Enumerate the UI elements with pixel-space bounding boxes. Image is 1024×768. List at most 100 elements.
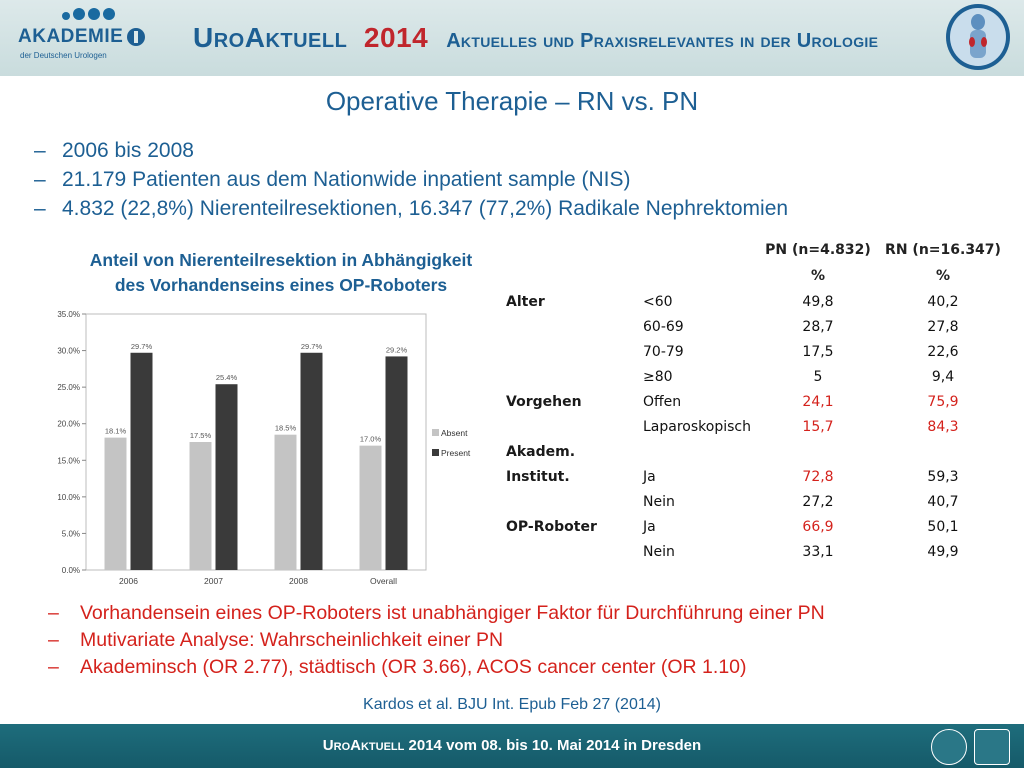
y-tick-label: 30.0% xyxy=(57,347,80,356)
list-item: – Akademinsch (OR 2.77), städtisch (OR 3.… xyxy=(48,656,747,678)
tagline: Aktuelles und Praxisrelevantes in der Ur… xyxy=(446,30,879,52)
row-subcategory: 70-79 xyxy=(643,344,684,360)
row-category: Akadem. xyxy=(506,444,576,460)
akademie-logo[interactable]: AKADEMIE der Deutschen Urologen xyxy=(18,6,146,66)
cell-pn: 28,7 xyxy=(802,319,834,335)
row-subcategory: Nein xyxy=(643,544,675,560)
cell-pn: 33,1 xyxy=(802,544,834,560)
row-subcategory: Ja xyxy=(643,519,656,535)
study-bullets: –2006 bis 2008 –21.179 Patienten aus dem… xyxy=(34,136,788,223)
col-unit-rn: % xyxy=(935,268,951,284)
row-subcategory: ≥80 xyxy=(643,369,673,385)
cell-rn: 40,2 xyxy=(927,294,959,310)
chart-svg: 0.0% 5.0% 10.0% 15.0% 20.0% 25.0% 30.0% 35.0% 18… xyxy=(57,310,471,586)
data-label: 17.0% xyxy=(360,435,382,444)
row-subcategory: Offen xyxy=(643,394,682,410)
emblem-icon xyxy=(974,729,1010,765)
row-category: Vorgehen xyxy=(506,394,582,410)
cell-pn: 24,1 xyxy=(802,394,834,410)
row-category: Institut. xyxy=(506,469,570,485)
x-tick-label: Overall xyxy=(370,576,397,586)
row-subcategory: Nein xyxy=(643,494,675,510)
plot-area xyxy=(85,313,427,571)
bar-absent xyxy=(189,442,212,570)
bar-absent xyxy=(104,437,127,570)
legend-swatch xyxy=(432,449,439,456)
findings-list: – Vorhandensein eines OP-Roboters ist una… xyxy=(48,600,825,681)
y-tick-label: 25.0% xyxy=(57,383,80,392)
logo-emblem-icon xyxy=(127,28,146,46)
cell-pn: 72,8 xyxy=(802,469,834,485)
col-header-rn: RN (n=16.347) xyxy=(885,242,1001,258)
legend-swatch xyxy=(432,429,439,436)
y-tick-label: 35.0% xyxy=(57,310,80,319)
header-banner: AKADEMIE der Deutschen Urologen UroAktue… xyxy=(0,0,1024,76)
citation: Kardos et al. BJU Int. Epub Feb 27 (2014… xyxy=(363,696,661,713)
list-item: – Vorhandensein eines OP-Roboters ist una… xyxy=(48,602,825,624)
cell-pn: 66,9 xyxy=(802,519,834,535)
row-subcategory: Laparoskopisch xyxy=(643,419,751,435)
row-subcategory: <60 xyxy=(643,294,673,310)
footer-bar: UroAktuell 2014 vom 08. bis 10. Mai 2014… xyxy=(0,724,1024,768)
bar-present xyxy=(130,352,153,570)
footer-text: UroAktuell 2014 vom 08. bis 10. Mai 2014… xyxy=(322,737,702,754)
legend-label: Absent xyxy=(441,428,468,438)
row-subcategory: 60-69 xyxy=(643,319,684,335)
cell-rn: 22,6 xyxy=(927,344,959,360)
cell-pn: 15,7 xyxy=(802,419,834,435)
x-tick-label: 2008 xyxy=(289,576,308,586)
cell-rn: 27,8 xyxy=(927,319,959,335)
cell-pn: 27,2 xyxy=(802,494,834,510)
cell-pn: 49,8 xyxy=(802,294,834,310)
anatomy-icon xyxy=(946,4,1010,70)
legend-label: Present xyxy=(441,448,471,458)
row-category: OP-Roboter xyxy=(506,519,597,535)
row-category: Alter xyxy=(506,294,545,310)
cell-rn: 59,3 xyxy=(927,469,959,485)
list-item: –21.179 Patienten aus dem Nationwide inp… xyxy=(34,168,631,191)
row-subcategory: Ja xyxy=(643,469,656,485)
data-label: 25.4% xyxy=(216,373,238,382)
y-tick-label: 15.0% xyxy=(57,456,80,465)
bar-chart: 0.0% 5.0% 10.0% 15.0% 20.0% 25.0% 30.0% 35.0% 18… xyxy=(36,303,479,592)
data-label: 18.1% xyxy=(105,427,127,436)
cell-rn: 40,7 xyxy=(927,494,959,510)
cell-rn: 9,4 xyxy=(931,369,955,385)
list-item: –4.832 (22,8%) Nierenteilresektionen, 16… xyxy=(34,197,789,220)
col-header-pn: PN (n=4.832) xyxy=(765,242,871,258)
logo-dots-icon xyxy=(62,8,115,20)
bar-present xyxy=(300,352,323,570)
cell-rn: 49,9 xyxy=(927,544,959,560)
data-label: 17.5% xyxy=(190,431,212,440)
cell-rn: 75,9 xyxy=(927,394,959,410)
bar-present xyxy=(215,384,238,570)
y-tick-label: 10.0% xyxy=(57,493,80,502)
list-item: –2006 bis 2008 xyxy=(34,139,194,162)
y-tick-label: 0.0% xyxy=(62,566,80,575)
bar-absent xyxy=(359,445,382,570)
data-label: 18.5% xyxy=(275,424,297,433)
bar-present xyxy=(385,356,408,570)
list-item: – Mutivariate Analyse: Wahrscheinlichkeit… xyxy=(48,629,504,651)
seal-icon xyxy=(931,729,967,765)
data-label: 29.7% xyxy=(301,342,323,351)
logo-subtitle: der Deutschen Urologen xyxy=(20,51,107,60)
x-tick-label: 2007 xyxy=(204,576,223,586)
chart-title: Anteil von Nierenteilresektion in Abhäng… xyxy=(89,250,473,295)
bar-absent xyxy=(274,434,297,570)
cell-pn: 17,5 xyxy=(802,344,834,360)
x-tick-label: 2006 xyxy=(119,576,138,586)
col-unit-pn: % xyxy=(810,268,826,284)
brand-name: UroAktuell 2014 xyxy=(193,22,429,53)
page-title: Operative Therapie – RN vs. PN xyxy=(325,86,699,116)
cell-pn: 5 xyxy=(813,369,823,385)
brand-year: 2014 xyxy=(363,22,429,53)
logo-name: AKADEMIE xyxy=(18,26,124,47)
y-tick-label: 5.0% xyxy=(62,529,80,538)
data-label: 29.7% xyxy=(131,342,153,351)
y-tick-label: 20.0% xyxy=(57,420,80,429)
data-label: 29.2% xyxy=(386,345,408,354)
cell-rn: 84,3 xyxy=(927,419,959,435)
header-title: UroAktuell 2014 Aktuelles und Praxisrele… xyxy=(193,22,878,54)
cell-rn: 50,1 xyxy=(927,519,959,535)
